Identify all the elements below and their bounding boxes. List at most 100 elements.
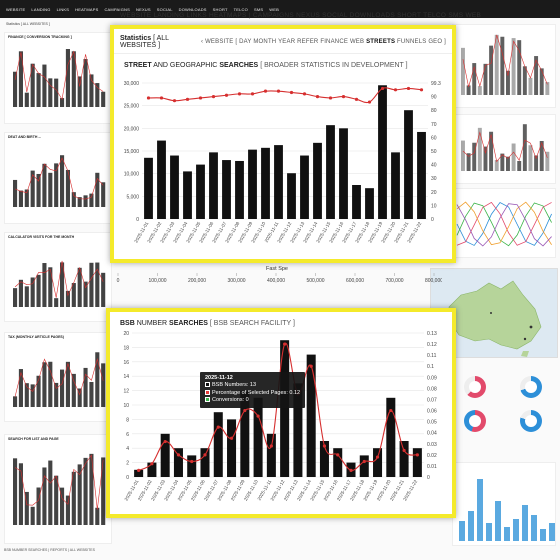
bg-blue-bar — [486, 523, 492, 541]
bg-bar — [95, 83, 100, 107]
bg-blue-bar — [549, 523, 555, 541]
topbar-item[interactable]: LANDING — [31, 6, 51, 12]
y-tick-label: 20 — [123, 331, 129, 337]
nav-item-month[interactable]: MONTH — [253, 39, 279, 45]
bg-bar — [60, 155, 65, 207]
nav-item-web[interactable]: WEB — [349, 39, 367, 45]
y-tick-label: 0 — [126, 475, 129, 481]
y2-tick-label: 0.07 — [427, 397, 437, 403]
line-point — [163, 439, 167, 444]
bg-bar — [13, 288, 18, 307]
bg-bar — [95, 262, 100, 307]
nav-item-geo[interactable]: GEO — [428, 39, 445, 45]
bar — [213, 412, 223, 477]
nav-prefix[interactable]: ‹ WEBSITE [ — [201, 39, 240, 45]
bg-bar — [24, 383, 29, 407]
topbar-item[interactable]: SMS — [253, 6, 264, 12]
bg-bar — [83, 367, 88, 407]
title-part: SEARCHES — [219, 62, 259, 69]
section-nav[interactable]: WEBSITE LANDING LINKS HEATMAPS | CAMPAIG… — [120, 12, 482, 19]
topbar-item[interactable]: WEB — [269, 6, 279, 12]
y-tick-label: 15,000 — [124, 149, 140, 155]
y2-tick-label: 0.01 — [427, 464, 437, 470]
line-point — [159, 96, 164, 100]
nav-item-day[interactable]: DAY — [239, 39, 254, 45]
bar — [391, 152, 400, 219]
nav-item-streets[interactable]: STREETS — [366, 39, 398, 45]
tooltip-label: Percentage of Selected Pages — [212, 389, 287, 396]
bg-bar — [500, 153, 505, 171]
bg-bar — [30, 506, 35, 525]
bar — [287, 173, 296, 219]
topbar-item[interactable]: CAMPAIGNS — [104, 6, 130, 12]
bg-bar — [528, 145, 533, 171]
bg-bar — [472, 142, 477, 171]
y2-tick-label: 0.02 — [427, 453, 437, 459]
topbar-item[interactable]: SHORT — [212, 6, 228, 12]
line-point — [146, 96, 151, 100]
line-point — [224, 93, 229, 97]
bg-bar — [95, 172, 100, 207]
nav-item-year[interactable]: YEAR — [278, 39, 298, 45]
bg-bar — [545, 151, 550, 171]
bg-bar — [71, 51, 76, 107]
y2-tick-label: 0.04 — [427, 431, 437, 437]
tooltip-separator: : — [242, 397, 246, 404]
axis-tick-label: 500,000 — [306, 278, 324, 284]
nav-item-finance[interactable]: FINANCE — [320, 39, 350, 45]
line-point — [302, 92, 307, 96]
topbar-item[interactable]: HEATMAPS — [75, 6, 99, 12]
bg-blue-bar — [504, 527, 510, 541]
bg-bar — [489, 45, 494, 95]
nav-item-refer[interactable]: REFER — [297, 39, 321, 45]
bg-bar — [65, 290, 70, 307]
topbar-item[interactable]: WEBSITE — [6, 6, 26, 12]
bar — [160, 433, 170, 477]
axis-tick-label: 0 — [117, 278, 120, 284]
bar — [300, 155, 309, 219]
y2-tick-label: 0.1 — [427, 364, 434, 370]
y2-tick-label: 50 — [431, 149, 437, 155]
bar — [386, 397, 396, 477]
bg-bar — [517, 160, 522, 171]
topbar-item[interactable]: NEXUS — [135, 6, 151, 12]
topbar-item[interactable]: DOWNLOADS — [178, 6, 207, 12]
topbar-item[interactable]: LINKS — [56, 6, 70, 12]
bg-bar — [83, 195, 88, 207]
bg-bar — [77, 464, 82, 525]
y2-tick-label: 0 — [431, 217, 434, 223]
bg-blue-bar — [531, 515, 537, 541]
topbar-item[interactable]: SOCIAL — [156, 6, 173, 12]
bg-line — [14, 358, 104, 397]
bar — [352, 185, 361, 219]
street-searches-chart: 0 5,000 10,000 15,000 20,000 25,000 30,000 0 10 2… — [124, 81, 441, 244]
bg-bar — [36, 375, 41, 407]
bg-line-chart — [456, 201, 552, 247]
title-part: BSB — [120, 320, 135, 327]
bar — [235, 160, 244, 219]
bar — [134, 469, 144, 477]
bg-bar — [101, 272, 106, 307]
nav-item-funnels[interactable]: FUNNELS — [397, 39, 429, 45]
tooltip-label: BSB Numbers — [212, 382, 247, 389]
bg-bar — [522, 66, 527, 95]
bg-bar — [477, 127, 482, 171]
bg-mini-chart — [13, 49, 106, 107]
line-point — [150, 462, 154, 466]
bg-mini-chart — [13, 260, 106, 307]
line-point — [309, 364, 313, 368]
bg-bar — [517, 40, 522, 95]
y-tick-label: 8 — [126, 417, 129, 423]
bg-panel-calculator: CALCULATOR VISITS FOR THE MONTH — [4, 232, 112, 322]
bg-bar — [30, 63, 35, 107]
chart-subtitle: [ BROADER STATISTICS IN DEVELOPMENT ] — [260, 62, 408, 69]
axis-tick-label: 800,000 — [425, 278, 442, 284]
bar — [359, 455, 369, 477]
topbar-item[interactable]: TELCO — [233, 6, 248, 12]
line-point — [393, 88, 398, 92]
bg-line — [14, 454, 104, 510]
bg-bar — [77, 197, 82, 207]
bg-bar — [60, 262, 65, 307]
bg-bar — [13, 179, 18, 207]
